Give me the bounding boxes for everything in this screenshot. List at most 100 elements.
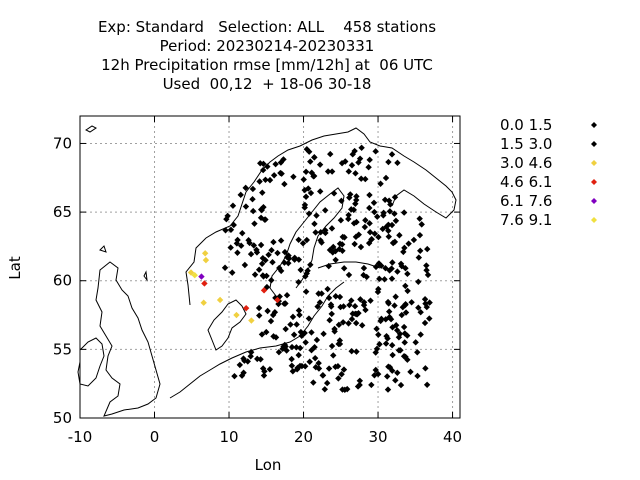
station-marker xyxy=(357,175,365,182)
station-marker xyxy=(327,301,335,308)
station-marker xyxy=(242,203,250,210)
station-marker xyxy=(371,230,378,237)
station-marker xyxy=(269,259,276,266)
station-marker xyxy=(255,304,263,312)
station-marker xyxy=(251,220,258,227)
station-marker xyxy=(281,259,288,266)
station-marker xyxy=(352,170,359,177)
station-marker-highlight xyxy=(233,311,240,319)
station-marker xyxy=(402,300,409,308)
station-marker xyxy=(391,302,398,309)
station-marker-highlight xyxy=(248,317,255,324)
coastline-denmark xyxy=(207,299,247,351)
station-marker xyxy=(423,381,431,389)
station-marker xyxy=(345,211,352,219)
station-marker xyxy=(371,372,378,379)
y-tick-label: 50 xyxy=(53,409,72,427)
station-marker xyxy=(405,240,412,247)
station-marker xyxy=(290,331,298,338)
coastline-baltic xyxy=(169,281,345,399)
station-marker xyxy=(270,172,278,179)
chart-title-used: Used 00,12 + 18-06 30-18 xyxy=(162,75,372,93)
station-marker xyxy=(240,369,247,376)
chart-title-period: Period: 20230214-20230331 xyxy=(159,37,375,55)
station-marker xyxy=(421,319,429,327)
station-marker xyxy=(389,324,396,331)
station-marker xyxy=(282,325,289,333)
station-marker xyxy=(374,213,381,220)
station-marker xyxy=(366,204,373,212)
station-marker xyxy=(257,241,265,249)
station-marker xyxy=(349,310,356,317)
station-marker xyxy=(339,319,347,326)
station-marker xyxy=(424,271,432,279)
station-marker xyxy=(402,353,409,361)
station-marker xyxy=(288,355,295,363)
station-marker xyxy=(270,333,277,340)
station-marker xyxy=(227,226,235,233)
legend-entry-marker xyxy=(591,122,597,128)
station-marker xyxy=(314,303,321,310)
station-marker xyxy=(311,220,318,228)
station-marker xyxy=(234,249,241,256)
x-tick-label: 20 xyxy=(294,428,313,446)
station-marker-highlight xyxy=(200,299,207,306)
station-marker xyxy=(417,331,424,338)
station-marker xyxy=(417,309,424,316)
station-marker xyxy=(356,381,363,389)
station-marker xyxy=(385,363,392,370)
x-tick-label: 10 xyxy=(219,428,238,446)
station-marker xyxy=(306,358,313,365)
station-marker xyxy=(346,194,353,201)
station-marker xyxy=(392,377,399,384)
station-marker xyxy=(356,377,364,384)
station-marker xyxy=(351,302,359,310)
station-marker xyxy=(388,265,395,272)
station-marker xyxy=(253,249,261,256)
station-marker xyxy=(303,236,311,244)
station-marker xyxy=(426,315,433,322)
station-marker xyxy=(221,264,229,271)
station-marker xyxy=(340,366,348,373)
station-marker xyxy=(415,304,422,311)
station-marker xyxy=(348,348,355,355)
legend-entry-marker xyxy=(591,141,597,147)
station-marker xyxy=(289,313,297,321)
station-marker xyxy=(376,341,383,348)
station-marker xyxy=(259,365,267,372)
station-marker xyxy=(375,233,382,241)
station-marker xyxy=(350,206,357,214)
station-marker xyxy=(259,254,267,262)
station-marker xyxy=(404,270,411,278)
coastline-ireland xyxy=(77,337,105,387)
station-marker xyxy=(305,185,312,192)
station-marker xyxy=(378,315,385,323)
station-marker xyxy=(332,293,339,300)
station-marker xyxy=(336,240,344,247)
station-marker xyxy=(237,242,245,249)
station-marker xyxy=(349,151,356,158)
chart-title-variable: 12h Precipitation rmse [mm/12h] at 06 UT… xyxy=(101,56,433,74)
station-marker-highlight xyxy=(242,304,250,312)
x-tick-label: 0 xyxy=(150,428,160,446)
station-marker xyxy=(256,312,263,319)
station-marker xyxy=(394,369,401,377)
axis-ticks: -10 0 10 20 30 40 50 55 60 65 70 xyxy=(53,116,462,446)
station-marker xyxy=(328,342,336,350)
station-marker xyxy=(353,193,360,200)
station-marker xyxy=(315,359,322,367)
station-marker xyxy=(338,159,346,167)
station-marker-highlight xyxy=(274,296,281,304)
station-marker xyxy=(260,160,267,168)
station-marker xyxy=(295,351,302,359)
station-marker xyxy=(367,297,374,304)
station-marker xyxy=(259,272,267,279)
station-marker xyxy=(237,191,244,199)
station-marker xyxy=(422,365,429,372)
station-marker xyxy=(322,207,329,214)
station-marker xyxy=(283,347,290,354)
legend-entry-label: 4.6 6.1 xyxy=(500,173,553,191)
station-marker xyxy=(301,204,308,211)
station-marker xyxy=(353,348,360,355)
station-marker xyxy=(400,248,407,256)
